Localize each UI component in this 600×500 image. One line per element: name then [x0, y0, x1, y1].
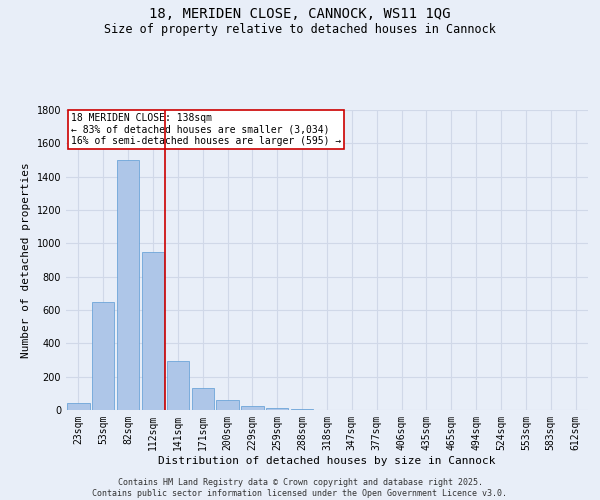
- Bar: [241, 406, 263, 410]
- Bar: [142, 252, 164, 410]
- Text: Contains HM Land Registry data © Crown copyright and database right 2025.
Contai: Contains HM Land Registry data © Crown c…: [92, 478, 508, 498]
- Y-axis label: Number of detached properties: Number of detached properties: [21, 162, 31, 358]
- Text: 18 MERIDEN CLOSE: 138sqm
← 83% of detached houses are smaller (3,034)
16% of sem: 18 MERIDEN CLOSE: 138sqm ← 83% of detach…: [71, 113, 341, 146]
- Text: 18, MERIDEN CLOSE, CANNOCK, WS11 1QG: 18, MERIDEN CLOSE, CANNOCK, WS11 1QG: [149, 8, 451, 22]
- Bar: [217, 400, 239, 410]
- X-axis label: Distribution of detached houses by size in Cannock: Distribution of detached houses by size …: [158, 456, 496, 466]
- Bar: [67, 404, 89, 410]
- Bar: [92, 302, 115, 410]
- Bar: [167, 361, 189, 410]
- Bar: [266, 408, 289, 410]
- Bar: [191, 388, 214, 410]
- Text: Size of property relative to detached houses in Cannock: Size of property relative to detached ho…: [104, 22, 496, 36]
- Bar: [291, 409, 313, 410]
- Bar: [117, 160, 139, 410]
